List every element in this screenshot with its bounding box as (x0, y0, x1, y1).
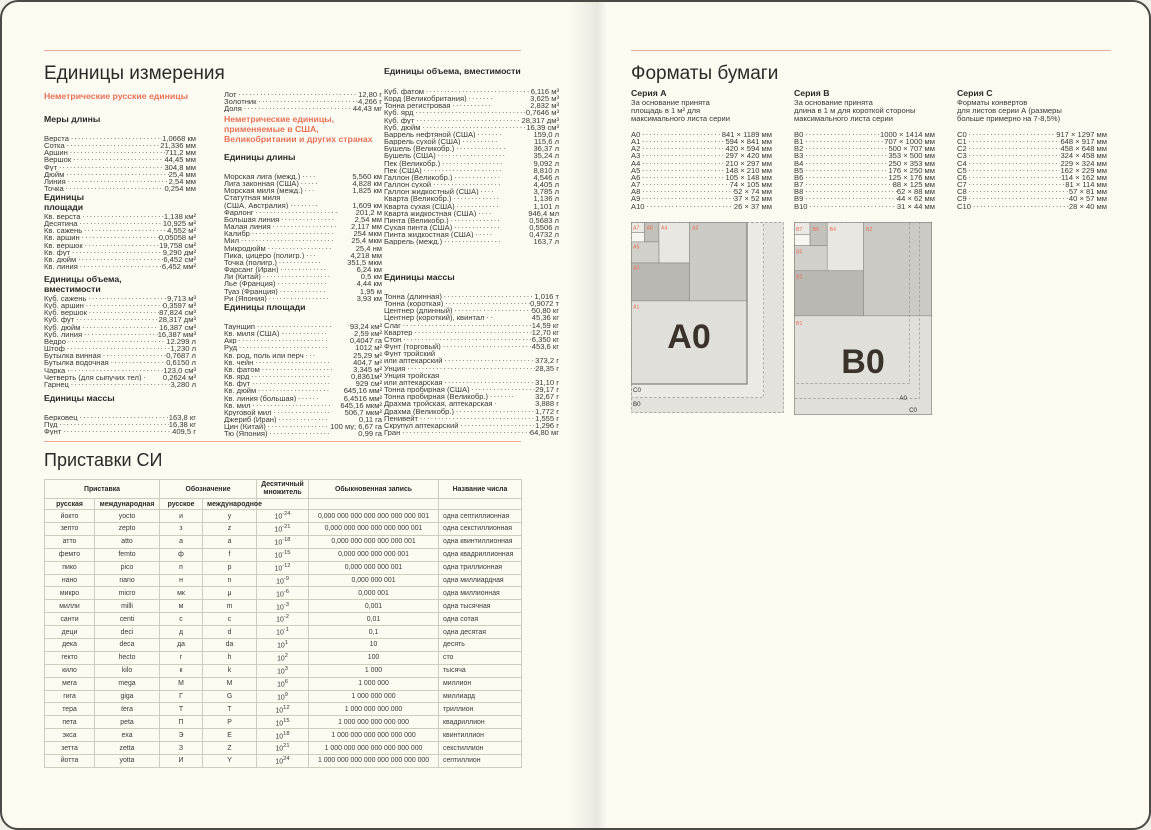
svg-text:A5: A5 (633, 245, 640, 251)
svg-text:A0: A0 (899, 395, 907, 402)
svg-text:A4: A4 (661, 226, 668, 232)
svg-text:B3: B3 (796, 275, 803, 281)
svg-text:B5: B5 (796, 250, 803, 256)
svg-text:C0: C0 (909, 407, 917, 414)
svg-text:C0: C0 (633, 387, 641, 394)
svg-text:A1: A1 (633, 305, 640, 311)
svg-text:B4: B4 (830, 227, 837, 233)
svg-text:B2: B2 (866, 227, 873, 233)
svg-text:A6: A6 (647, 226, 654, 232)
svg-text:B6: B6 (813, 227, 820, 233)
svg-text:B1: B1 (796, 321, 803, 327)
svg-text:B0: B0 (633, 401, 641, 408)
svg-text:A7: A7 (633, 226, 640, 232)
svg-text:A2: A2 (692, 226, 699, 232)
svg-text:B7: B7 (796, 227, 803, 233)
svg-text:A3: A3 (633, 266, 640, 272)
